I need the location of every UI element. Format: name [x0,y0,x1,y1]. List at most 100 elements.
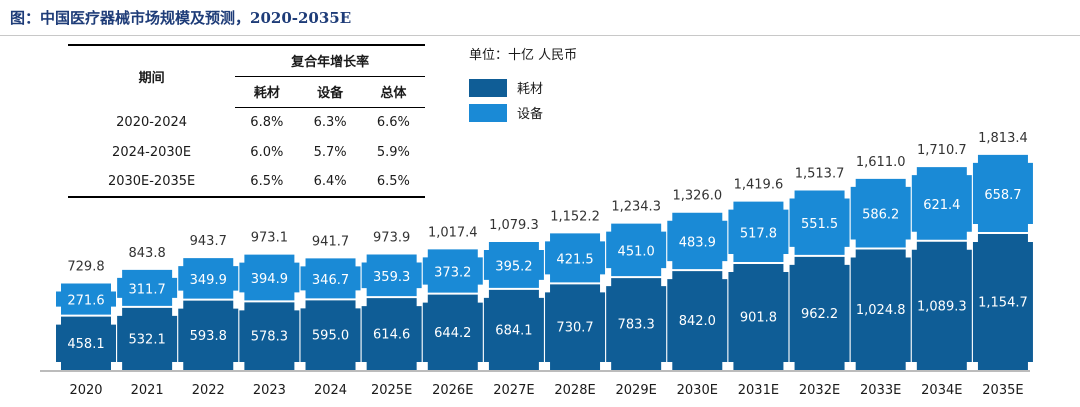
bar-label-equipment: 311.7 [129,282,166,297]
x-tick-label: 2021 [131,383,164,398]
bar-label-consumables: 901.8 [740,311,777,326]
x-tick-label: 2023 [253,383,286,398]
row-value: 6.6% [376,114,410,130]
header-consumables: 耗材 [235,76,299,108]
legend-swatch-consumables [469,78,507,97]
row-period: 2030E-2035E [68,167,236,198]
total-label: 941.7 [312,234,349,249]
bar-label-equipment: 349.9 [190,273,227,288]
bar-equipment [422,249,483,293]
x-tick-label: 2022 [192,383,225,398]
bar-consumables [300,300,361,370]
unit-label: 单位：十亿 人民币 [469,48,578,63]
bar-consumables [178,300,239,370]
bar-consumables [361,298,422,370]
bar-equipment [545,233,606,283]
bar-label-consumables: 1,024.8 [856,303,906,318]
bar-label-equipment: 451.0 [618,244,655,259]
bar-equipment [239,254,300,301]
bar-label-consumables: 730.7 [556,321,593,336]
table-row: 2024-2030E 6.0% 5.7% 5.9% [68,137,425,167]
bar-label-equipment: 658.7 [984,188,1021,203]
total-label: 1,419.6 [734,178,784,193]
bar-equipment [789,190,850,255]
chart-title: 图：中国医疗器械市场规模及预测，2020-2035E [10,9,352,27]
bar-label-equipment: 483.9 [679,235,716,250]
bar-equipment [483,241,544,288]
row-period: 2020-2024 [116,114,188,130]
bar-label-consumables: 532.1 [129,332,166,347]
bar-label-consumables: 783.3 [618,318,655,333]
bar-label-consumables: 684.1 [495,323,532,338]
bar-equipment [728,201,789,263]
bar-label-consumables: 1,154.7 [978,296,1028,311]
bar-consumables [606,278,667,370]
x-tick-label: 2026E [432,383,473,398]
bar-label-consumables: 614.6 [373,328,410,343]
legend-item-consumables: 耗材 [469,75,577,100]
header-equipment: 设备 [298,76,362,108]
bar-equipment [972,154,1033,233]
x-tick-label: 2030E [677,383,718,398]
bar-label-consumables: 578.3 [251,330,288,345]
total-label: 1,234.3 [611,200,661,215]
row-value: 5.7% [313,144,347,160]
bar-equipment [606,223,667,277]
bar-equipment [667,212,728,270]
x-tick-label: 2031E [738,383,779,398]
bar-label-equipment: 586.2 [862,208,899,223]
header-period: 期间 [68,44,236,107]
row-value: 6.5% [361,167,425,198]
row-value: 6.4% [298,167,362,198]
table-row: 2020-2024 6.8% 6.3% 6.6% [68,107,425,137]
bar-label-consumables: 458.1 [67,337,104,352]
x-tick-label: 2035E [982,383,1023,398]
bar-label-consumables: 644.2 [434,326,471,341]
total-label: 1,326.0 [672,189,722,204]
total-label: 943.7 [190,234,227,249]
bar-label-equipment: 395.2 [495,259,532,274]
bar-label-equipment: 421.5 [556,252,593,267]
x-tick-label: 2025E [371,383,412,398]
bar-equipment [117,269,178,306]
bar-consumables [239,302,300,370]
bar-consumables [545,284,606,370]
total-label: 1,513.7 [795,166,845,181]
x-tick-label: 2033E [860,383,901,398]
total-label: 1,152.2 [550,209,600,224]
legend-swatch-equipment [469,103,507,122]
bar-label-consumables: 1,089.3 [917,299,967,314]
bar-label-equipment: 359.3 [373,270,410,285]
bar-label-consumables: 595.0 [312,329,349,344]
total-label: 1,813.4 [978,131,1028,146]
row-value: 6.5% [235,167,299,198]
bar-consumables [56,316,116,370]
bar-consumables [789,256,850,370]
bar-label-equipment: 346.7 [312,273,349,288]
table-row: 2030E-2035E 6.5% 6.4% 6.5% [68,167,425,198]
bar-consumables [850,249,911,370]
legend-label-consumables: 耗材 [517,82,544,97]
bar-equipment [911,167,972,240]
bar-consumables [422,294,483,370]
header-total: 总体 [361,76,425,108]
x-tick-label: 2032E [799,383,840,398]
x-tick-label: 2034E [921,383,962,398]
row-period: 2024-2030E [112,144,192,160]
total-label: 843.8 [129,246,166,261]
bar-label-equipment: 271.6 [67,294,104,309]
bar-equipment [300,258,361,299]
bar-equipment [850,178,911,248]
bar-consumables [911,241,972,370]
bar-equipment [56,283,116,315]
title-divider [0,35,1080,36]
bar-consumables [117,307,178,370]
total-label: 729.8 [67,259,104,274]
bar-label-equipment: 551.5 [801,217,838,232]
legend-item-equipment: 设备 [469,100,577,125]
bar-label-consumables: 962.2 [801,307,838,322]
row-value: 6.8% [250,114,284,130]
bar-label-equipment: 517.8 [740,226,777,241]
header-cagr: 复合年增长率 [235,44,425,77]
cagr-table: 期间 复合年增长率 耗材 设备 总体 2020-2024 6.8% 6.3% 6… [68,44,425,198]
